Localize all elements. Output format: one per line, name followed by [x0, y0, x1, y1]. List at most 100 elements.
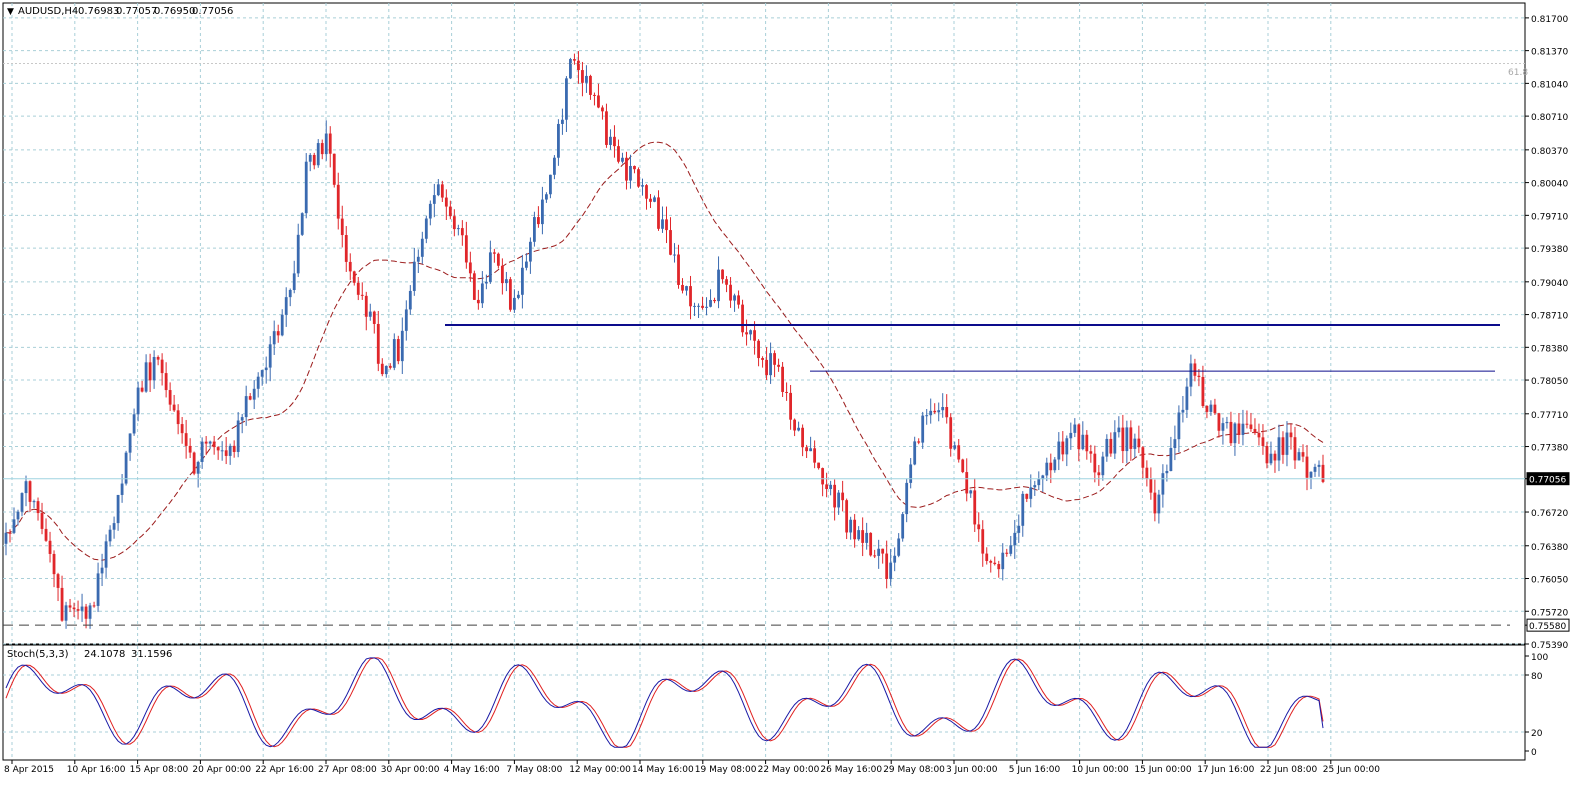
candle-body: [1085, 434, 1089, 452]
candle-body: [649, 198, 652, 202]
candle-body: [669, 230, 672, 255]
candle-body: [76, 609, 80, 611]
candle-body: [1317, 464, 1321, 467]
time-tick-label: 27 Apr 08:00: [318, 765, 377, 775]
candle-body: [1065, 438, 1069, 455]
candle-body: [725, 279, 728, 285]
candle-body: [312, 154, 316, 166]
candle-body: [565, 78, 568, 120]
candle-body: [1009, 545, 1013, 554]
time-tick-label: 29 May 08:00: [883, 765, 945, 775]
price-tick-label: 0.78380: [1531, 344, 1568, 354]
candle-body: [124, 452, 128, 484]
candle-body: [300, 213, 304, 235]
candle-body: [777, 364, 780, 367]
candle-body: [52, 553, 56, 575]
price-tick-label: 0.76720: [1531, 509, 1568, 519]
candle-body: [577, 60, 580, 71]
candle-body: [1121, 427, 1125, 452]
candle-body: [853, 519, 857, 540]
candle-body: [733, 295, 736, 301]
candle-body: [1041, 475, 1045, 480]
candle-body: [1309, 471, 1313, 478]
candle-body: [653, 197, 656, 202]
time-tick-label: 22 Apr 16:00: [255, 765, 314, 775]
candle-body: [569, 59, 572, 79]
candle-body: [1157, 494, 1161, 514]
candle-body: [1289, 432, 1293, 438]
candle-body: [1017, 525, 1021, 533]
candle-body: [897, 538, 901, 556]
candle-body: [180, 424, 184, 434]
candle-body: [1221, 423, 1225, 431]
price-tick-label: 0.80370: [1531, 147, 1568, 157]
candle-body: [1093, 453, 1097, 473]
candle-body: [400, 330, 404, 362]
candle-body: [160, 359, 164, 374]
candle-body: [516, 294, 520, 298]
candle-body: [833, 484, 837, 508]
candle-body: [921, 415, 925, 443]
stoch-tick-label: 100: [1531, 653, 1548, 663]
candle-body: [248, 396, 252, 400]
candle-body: [460, 228, 464, 236]
candle-body: [865, 532, 869, 543]
candle-body: [104, 541, 108, 568]
candle-body: [500, 265, 504, 284]
candle-body: [28, 481, 32, 502]
candle-body: [801, 427, 805, 448]
time-tick-label: 22 May 00:00: [758, 765, 820, 775]
candle-body: [344, 235, 348, 262]
candle-body: [757, 340, 760, 359]
candle-body: [1029, 487, 1033, 499]
time-tick-label: 20 Apr 00:00: [192, 765, 251, 775]
candle-body: [689, 286, 692, 307]
candle-body: [340, 218, 344, 236]
stoch-signal-value: 31.1596: [131, 649, 172, 660]
candle-body: [208, 441, 212, 444]
candle-body: [364, 295, 368, 317]
candle-body: [268, 344, 272, 368]
candle-body: [709, 299, 712, 307]
moving-average-line: [5, 141, 1324, 561]
candle-body: [837, 492, 841, 508]
candle-body: [1209, 404, 1213, 412]
candle-body: [412, 261, 416, 291]
stoch-name: Stoch(5,3,3): [7, 649, 69, 660]
candle-body: [188, 445, 192, 453]
candle-body: [1205, 405, 1209, 412]
time-tick-label: 3 Jun 00:00: [946, 765, 998, 775]
candle-body: [693, 305, 696, 307]
candle-body: [1025, 493, 1029, 499]
candle-body: [148, 362, 152, 381]
collapse-arrow-icon[interactable]: ▼: [7, 7, 14, 17]
candle-body: [773, 353, 776, 365]
candle-body: [1237, 423, 1241, 435]
candle-body: [557, 123, 560, 158]
candle-body: [765, 359, 768, 376]
candle-body: [316, 143, 320, 166]
candle-body: [140, 387, 144, 392]
candle-body: [380, 363, 384, 375]
candle-body: [585, 75, 588, 83]
candle-body: [1057, 441, 1061, 460]
candle-body: [1081, 434, 1085, 450]
price-tick-label: 0.80710: [1531, 113, 1568, 123]
candle-body: [985, 553, 989, 561]
candle-body: [1073, 424, 1077, 433]
candle-body: [861, 530, 865, 543]
candle-body: [637, 169, 640, 187]
candle-body: [1061, 441, 1065, 455]
candle-body: [64, 605, 68, 621]
candle-body: [1245, 423, 1249, 425]
candle-body: [24, 481, 28, 494]
candle-body: [196, 461, 200, 474]
candle-body: [717, 269, 720, 302]
horizontal-levels[interactable]: [3, 63, 1525, 626]
candle-body: [1077, 424, 1081, 450]
candle-body: [120, 483, 124, 495]
candle-body: [232, 445, 236, 452]
candle-body: [128, 433, 132, 453]
